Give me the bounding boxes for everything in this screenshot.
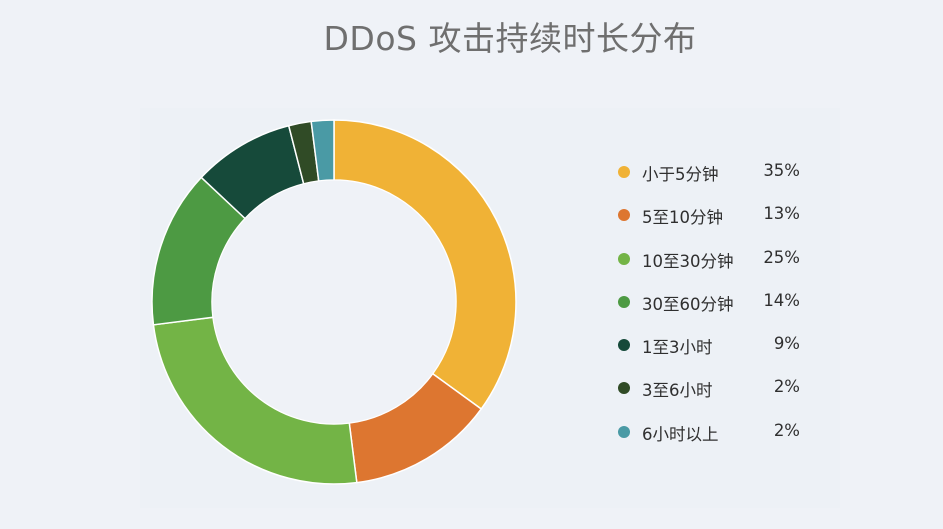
donut-hole [212, 180, 456, 424]
legend-color-dot [618, 425, 630, 438]
legend-value: 35% [763, 161, 800, 180]
chart-legend: 小于5分钟 35% 5至10分钟 13% 10至30分钟 25% 30至60分钟 14% 1至3… [618, 158, 818, 461]
legend-color-dot [618, 209, 630, 222]
legend-label: 30至60分钟 [642, 294, 734, 314]
legend-label: 小于5分钟 [642, 165, 719, 184]
legend-item: 1至3小时 9% [618, 331, 818, 374]
legend-label: 5至10分钟 [642, 208, 723, 228]
legend-value: 2% [773, 377, 800, 397]
pie-slice-1 [333, 119, 517, 411]
legend-label: 10至30分钟 [642, 251, 734, 271]
legend-label: 1至3小时 [642, 338, 713, 358]
pie-slice-7 [310, 119, 335, 182]
legend-value: 14% [763, 290, 800, 310]
chart-title: DDoS 攻击持续时长分布 [323, 19, 697, 58]
legend-item: 10至30分钟 25% [618, 245, 818, 288]
legend-label: 6小时以上 [642, 424, 719, 444]
legend-color-dot [618, 252, 630, 265]
legend-value: 25% [763, 247, 800, 267]
pie-slice-3 [152, 316, 358, 485]
legend-color-dot [618, 382, 630, 395]
legend-item: 5至10分钟 13% [618, 201, 818, 244]
legend-color-dot [618, 166, 630, 178]
legend-label: 3至6小时 [642, 381, 713, 401]
legend-item: 3至6小时 2% [618, 374, 818, 417]
legend-value: 9% [773, 334, 800, 354]
legend-value: 2% [773, 420, 800, 440]
legend-item: 6小时以上 2% [618, 418, 818, 461]
legend-item: 小于5分钟 35% [618, 158, 818, 201]
legend-value: 13% [763, 204, 800, 224]
legend-color-dot [618, 295, 630, 308]
legend-color-dot [618, 339, 630, 352]
legend-item: 30至60分钟 14% [618, 288, 818, 331]
